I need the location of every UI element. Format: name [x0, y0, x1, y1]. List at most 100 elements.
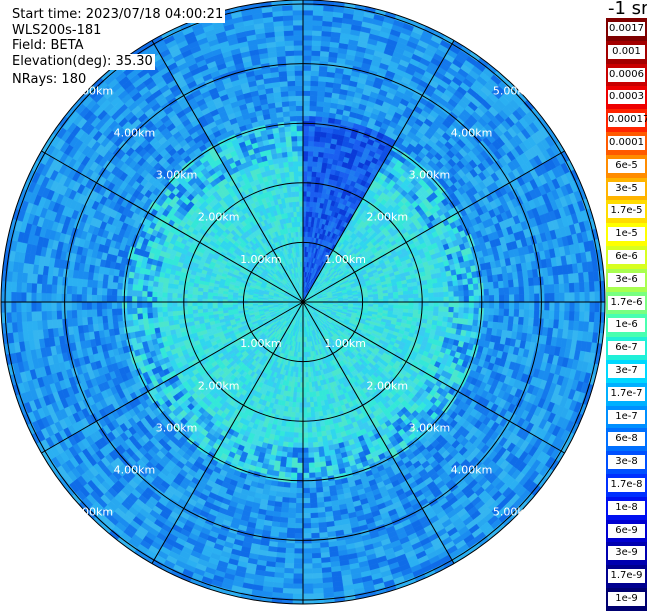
data-cell [423, 285, 429, 290]
data-cell [565, 293, 570, 302]
data-cell [443, 282, 449, 288]
data-cell [518, 279, 524, 287]
data-cell [319, 71, 327, 77]
data-cell [318, 86, 326, 92]
data-cell [453, 280, 459, 286]
data-cell [404, 298, 409, 302]
data-cell [418, 310, 423, 315]
data-cell [303, 191, 307, 196]
data-cell [543, 276, 549, 285]
data-cell [529, 310, 535, 318]
data-cell [454, 297, 459, 302]
data-cell [403, 291, 408, 295]
data-cell [419, 306, 424, 310]
data-cell [383, 296, 388, 299]
data-cell [555, 293, 560, 302]
data-cell [508, 280, 514, 288]
data-cell [408, 290, 413, 294]
data-cell [307, 171, 312, 176]
data-cell [317, 101, 324, 107]
data-cell [513, 317, 519, 325]
data-cell [310, 86, 318, 91]
data-cell [458, 313, 464, 319]
data-cell [313, 161, 318, 166]
data-cell [518, 317, 524, 325]
data-cell [303, 106, 310, 111]
data-cell [499, 288, 504, 295]
data-cell [448, 312, 453, 318]
data-cell [307, 196, 311, 201]
data-cell [429, 297, 434, 302]
data-cell [539, 302, 544, 310]
data-cell [584, 282, 590, 292]
data-cell [303, 71, 311, 76]
data-cell [534, 302, 539, 310]
data-cell [303, 96, 310, 101]
data-cell [388, 305, 393, 308]
data-cell [313, 5, 324, 11]
data-cell [311, 56, 320, 62]
data-cell [306, 212, 309, 217]
data-cell [454, 307, 459, 313]
data-cell [303, 76, 311, 81]
data-cell [315, 126, 322, 132]
data-cell [474, 308, 479, 314]
data-cell [303, 171, 308, 176]
data-cell [550, 302, 555, 311]
data-cell [373, 297, 378, 300]
data-cell [584, 312, 590, 322]
data-cell [312, 166, 317, 172]
data-cell [307, 186, 311, 191]
data-cell [493, 282, 499, 289]
data-cell [554, 284, 559, 293]
data-cell [414, 306, 419, 310]
data-cell [303, 116, 310, 121]
data-cell [559, 284, 565, 293]
data-cell [523, 317, 529, 325]
data-cell [313, 25, 323, 31]
data-cell [303, 40, 312, 45]
data-cell [570, 293, 575, 303]
data-cell [459, 307, 464, 313]
data-cell [303, 101, 310, 106]
data-cell [443, 317, 449, 323]
data-cell [560, 302, 565, 311]
data-cell [303, 181, 307, 186]
data-cell [489, 289, 494, 296]
data-cell [320, 132, 326, 138]
data-cell [549, 284, 555, 293]
data-cell [319, 147, 325, 153]
data-cell [488, 282, 494, 289]
data-cell [468, 319, 474, 325]
data-cell [434, 302, 439, 307]
data-cell [560, 293, 565, 302]
data-cell [539, 294, 544, 302]
data-cell [434, 307, 439, 312]
data-cell [312, 46, 321, 51]
data-cell [307, 191, 311, 196]
data-cell [590, 292, 595, 302]
data-cell [438, 287, 443, 292]
data-cell [564, 311, 570, 321]
data-cell [318, 81, 326, 87]
data-cell [313, 10, 323, 16]
data-cell [528, 318, 534, 326]
data-cell [408, 306, 413, 310]
data-cell [303, 176, 307, 181]
data-cell [529, 294, 534, 302]
data-cell [483, 315, 489, 322]
data-cell [559, 311, 565, 320]
data-cell [308, 166, 313, 171]
data-cell [514, 287, 519, 295]
data-cell [484, 289, 489, 296]
data-cell [449, 297, 454, 302]
data-cell [388, 293, 393, 297]
data-cell [303, 60, 311, 65]
data-cell [303, 166, 308, 171]
data-cell [447, 276, 453, 282]
data-cell [539, 310, 545, 319]
data-cell [459, 291, 464, 297]
data-cell [314, 136, 320, 142]
data-cell [504, 302, 509, 309]
